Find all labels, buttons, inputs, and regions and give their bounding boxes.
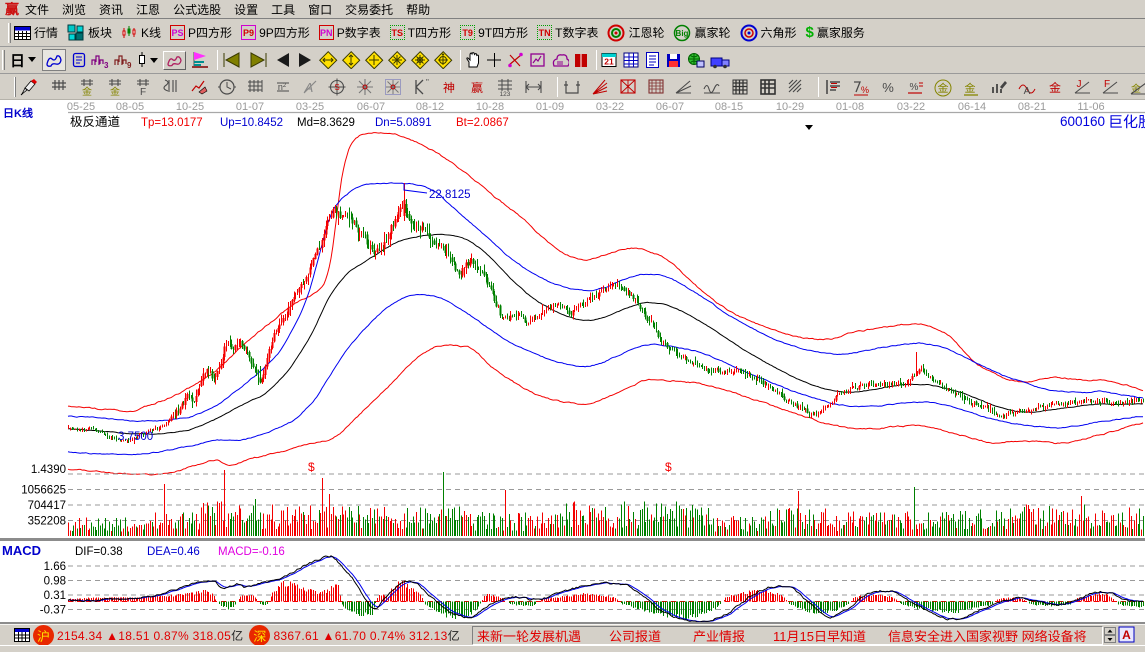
svg-text:Up=10.8452: Up=10.8452: [220, 117, 283, 129]
svg-text:Bt=2.0867: Bt=2.0867: [456, 117, 509, 129]
svg-text:0.98: 0.98: [44, 576, 66, 588]
svg-text:600160: 600160: [1060, 114, 1105, 129]
svg-text:A: A: [1024, 86, 1031, 97]
svg-text:03-22: 03-22: [897, 101, 925, 113]
svg-text:极反通道: 极反通道: [70, 115, 121, 129]
svg-text:22.8125: 22.8125: [429, 189, 471, 201]
svg-text:MACD=-0.16: MACD=-0.16: [218, 546, 285, 558]
svg-text:0.31: 0.31: [44, 590, 66, 602]
svg-text:9: 9: [127, 61, 132, 69]
svg-text:%: %: [861, 85, 869, 95]
svg-text:%: %: [910, 82, 919, 93]
svg-text:神: 神: [443, 79, 455, 96]
svg-text:704417: 704417: [28, 500, 66, 512]
svg-text:10-25: 10-25: [176, 101, 204, 113]
svg-text:-0.37: -0.37: [40, 605, 66, 617]
svg-text:F: F: [140, 87, 146, 97]
svg-text:08-05: 08-05: [116, 101, 144, 113]
svg-text:10-29: 10-29: [776, 101, 804, 113]
svg-text:金: 金: [1131, 80, 1141, 95]
svg-text:": ": [426, 78, 429, 87]
svg-text:MACD: MACD: [2, 543, 41, 558]
svg-text:J: J: [1077, 79, 1082, 90]
svg-text:08-12: 08-12: [416, 101, 444, 113]
svg-text:08-15: 08-15: [715, 101, 743, 113]
svg-text:DEA=0.46: DEA=0.46: [147, 546, 200, 558]
svg-text:3: 3: [104, 61, 109, 69]
svg-text:n2: n2: [278, 82, 287, 92]
svg-text:05-25: 05-25: [67, 101, 95, 113]
svg-text:金: 金: [965, 80, 976, 96]
svg-text:01-08: 01-08: [836, 101, 864, 113]
svg-text:巨化股份: 巨化股份: [1108, 114, 1145, 131]
svg-text:1.4390: 1.4390: [31, 464, 66, 476]
svg-text:1056625: 1056625: [21, 485, 66, 497]
svg-text:Dn=5.0891: Dn=5.0891: [375, 117, 432, 129]
svg-text:08-21: 08-21: [1018, 101, 1046, 113]
svg-text:Big: Big: [676, 29, 689, 38]
svg-text:06-14: 06-14: [958, 101, 986, 113]
svg-text:06-07: 06-07: [656, 101, 684, 113]
svg-text:%: %: [882, 80, 894, 95]
svg-text:F: F: [1104, 79, 1110, 90]
svg-text:金: 金: [110, 83, 120, 97]
svg-text:06-07: 06-07: [357, 101, 385, 113]
svg-text:352208: 352208: [28, 516, 66, 528]
svg-text:S: S: [334, 83, 339, 92]
svg-text:11-06: 11-06: [1077, 101, 1104, 113]
svg-text:123: 123: [500, 91, 511, 97]
svg-text:Tp=13.0177: Tp=13.0177: [141, 117, 203, 129]
svg-text:A: A: [304, 80, 314, 95]
svg-text:01-07: 01-07: [236, 101, 264, 113]
svg-text:金: 金: [82, 83, 92, 97]
svg-text:03-25: 03-25: [296, 101, 324, 113]
svg-text:赢: 赢: [471, 79, 483, 96]
svg-text:A: A: [1122, 628, 1131, 642]
svg-text:金: 金: [938, 80, 949, 96]
svg-text:10-28: 10-28: [476, 101, 504, 113]
svg-text:DIF=0.38: DIF=0.38: [75, 546, 123, 558]
svg-text:$: $: [665, 460, 672, 474]
svg-text:$: $: [308, 460, 315, 474]
svg-text:金: 金: [1049, 79, 1061, 96]
svg-text:3.7500: 3.7500: [118, 431, 153, 443]
svg-text:Md=8.3629: Md=8.3629: [297, 117, 355, 129]
svg-text:03-22: 03-22: [596, 101, 624, 113]
svg-text:1.66: 1.66: [44, 561, 66, 573]
svg-text:01-09: 01-09: [536, 101, 564, 113]
svg-text:21: 21: [604, 57, 614, 67]
